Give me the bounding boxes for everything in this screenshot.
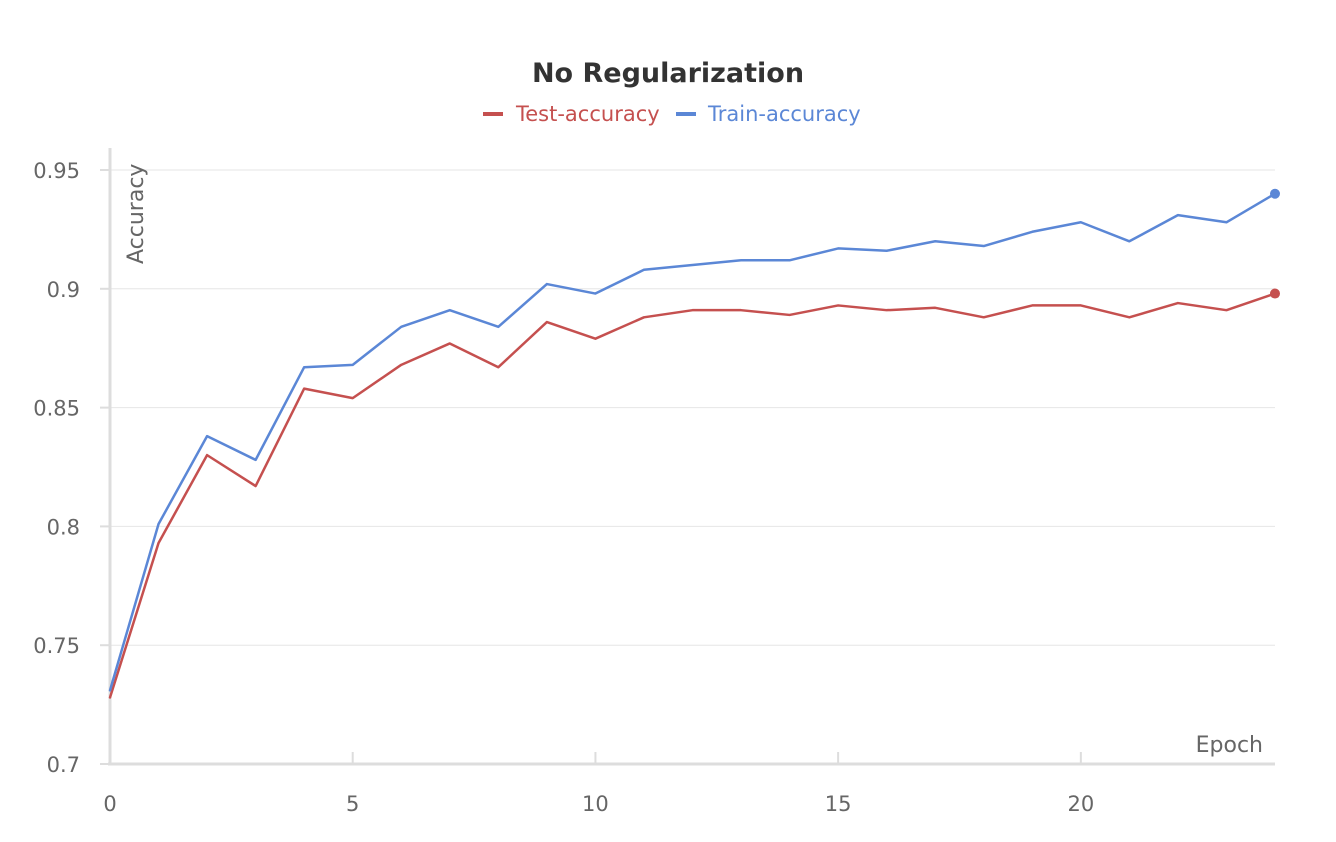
x-tick-label-4: 20 [1067,792,1094,816]
x-tick-label-0: 0 [103,792,116,816]
x-axis-ticks: 0 5 10 15 20 [103,752,1094,816]
series-line-train-accuracy [108,192,1277,692]
x-tick-label-1: 5 [346,792,359,816]
x-tick-label-3: 15 [825,792,852,816]
data-point-test-accuracy-24 [1270,288,1280,299]
legend: Test-accuracy Train-accuracy [483,102,861,126]
axes [108,148,1275,766]
grid-lines [110,169,1275,646]
series-train-accuracy [108,188,1280,692]
y-axis-label: Accuracy [124,164,149,264]
series-layer [108,188,1280,699]
data-point-train-accuracy-24 [1270,188,1280,199]
chart-title: No Regularization [532,58,804,89]
series-line-test-accuracy [108,292,1277,699]
y-axis-ticks: 0.7 0.75 0.8 0.85 0.9 0.95 [33,159,110,777]
legend-label-test-accuracy: Test-accuracy [515,102,660,126]
y-tick-label-0: 0.7 [47,753,80,777]
y-tick-label-2: 0.8 [47,515,80,539]
y-tick-label-4: 0.9 [47,278,80,302]
legend-item-train-accuracy[interactable]: Train-accuracy [676,102,861,126]
legend-label-train-accuracy: Train-accuracy [707,102,861,126]
legend-item-test-accuracy[interactable]: Test-accuracy [483,102,660,126]
series-test-accuracy [108,288,1280,699]
y-tick-label-5: 0.95 [33,159,80,183]
x-tick-label-2: 10 [582,792,609,816]
y-tick-label-3: 0.85 [33,397,80,421]
x-axis-label: Epoch [1196,733,1263,758]
y-tick-label-1: 0.75 [33,634,80,658]
